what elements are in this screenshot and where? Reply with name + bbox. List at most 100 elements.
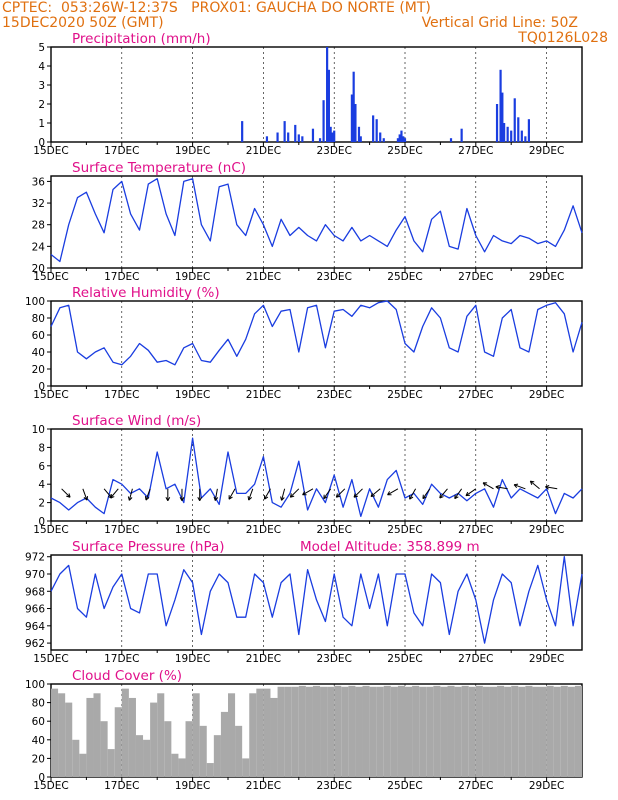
cloud-bar	[341, 686, 349, 777]
wind-arrow	[281, 488, 286, 501]
panel-3-ytick-label: 6	[38, 461, 45, 473]
cloud-bar	[376, 686, 384, 777]
cloud-bar	[461, 685, 469, 777]
precip-bar	[375, 119, 378, 142]
cloud-bar	[355, 686, 363, 777]
panel-1-xtick-label: 23DEC	[316, 271, 351, 283]
panel-2-ytick-label: 0	[38, 381, 45, 393]
wind-arrow-head	[387, 491, 392, 496]
wind-arrow-head	[66, 493, 71, 498]
panel-4-series-line	[50, 556, 583, 644]
wind-arrow	[264, 488, 271, 500]
precip-bar	[322, 100, 325, 142]
wind-arrow-head	[213, 496, 219, 501]
wind-arrow	[409, 488, 417, 500]
panel-4-xtick-label: 15DEC	[33, 653, 68, 665]
panel-2-xtick-label: 19DEC	[175, 389, 210, 401]
wind-arrow-head	[495, 484, 500, 490]
wind-arrow	[82, 488, 88, 501]
cloud-bar	[320, 686, 328, 777]
cloud-bar	[185, 721, 193, 777]
panel-1-ytick-label: 28	[32, 220, 45, 232]
panel-4-ytick-label: 968	[25, 586, 45, 598]
wind-arrow-head	[289, 493, 295, 498]
panel-0-ytick-label: 4	[38, 61, 45, 73]
cloud-bar	[454, 686, 462, 777]
panel-5-xtick-label: 23DEC	[316, 780, 351, 792]
precip-bar	[331, 132, 334, 142]
panel-4-xtick-label: 19DEC	[175, 653, 210, 665]
precip-bar	[350, 94, 353, 142]
cloud-bar	[164, 721, 172, 777]
panel-3-xtick-label: 23DEC	[316, 524, 351, 536]
panel-4-xtick-label: 27DEC	[458, 653, 493, 665]
wind-arrow-head	[465, 491, 471, 497]
header-line2-left: 15DEC2020 50Z (GMT)	[2, 15, 164, 31]
precip-bar	[354, 104, 357, 142]
cloud-bar	[419, 686, 427, 777]
cloud-bar	[199, 725, 207, 777]
cloud-bar	[213, 735, 221, 777]
cloud-bar	[114, 707, 122, 777]
header-line1: CPTEC: 053:26W-12:37S PROX01: GAUCHA DO …	[2, 0, 431, 16]
cloud-bar	[539, 686, 547, 777]
cloud-bar	[433, 685, 441, 777]
wind-arrow-head	[127, 496, 133, 501]
panel-3-xtick-label: 25DEC	[387, 524, 422, 536]
panel-1-xtick-label: 29DEC	[529, 271, 564, 283]
precip-bar	[499, 69, 502, 142]
cloud-bar	[298, 685, 306, 777]
precip-bar	[400, 130, 403, 142]
panel-0-xtick-label: 23DEC	[316, 145, 351, 157]
wind-arrow-head	[323, 494, 328, 500]
panel-3-series-line	[50, 437, 583, 518]
wind-arrow-head	[197, 497, 203, 502]
cloud-bar	[242, 758, 250, 777]
wind-arrow-head	[353, 493, 359, 498]
precip-bar	[527, 119, 530, 142]
panel-3-ytick-label: 0	[38, 516, 45, 528]
panel-1-ytick-label: 36	[32, 176, 46, 188]
cloud-bar	[497, 685, 505, 777]
panel-3-xtick-label: 17DEC	[104, 524, 139, 536]
panel-0-xtick-label: 29DEC	[529, 145, 564, 157]
panel-4-ytick-label: 970	[25, 569, 45, 581]
precip-bar	[524, 136, 527, 142]
precip-bar	[318, 138, 322, 142]
wind-arrow	[513, 484, 526, 490]
cloud-bar	[312, 685, 321, 777]
cloud-bar	[135, 735, 144, 777]
panel-3-frame	[50, 428, 583, 522]
wind-arrow	[465, 488, 477, 497]
wind-arrow-head	[302, 491, 307, 496]
panel-3-ytick-label: 2	[38, 498, 45, 510]
panel-0-ytick-label: 2	[38, 99, 45, 111]
wind-arrow-head	[179, 497, 185, 502]
panel-3-xtick-label: 19DEC	[175, 524, 210, 536]
panel-4-ytick-label: 964	[25, 621, 45, 633]
panel-5-ytick-label: 100	[25, 679, 45, 691]
cloud-bar	[383, 685, 391, 777]
cloud-bar	[532, 686, 540, 777]
precip-bar	[402, 136, 405, 142]
precip-bar	[517, 117, 520, 142]
cloud-bar	[426, 686, 434, 777]
cloud-bar	[412, 685, 420, 777]
precip-bar	[449, 138, 453, 142]
wind-arrow-head	[513, 483, 519, 489]
cloud-bar	[150, 702, 158, 777]
wind-arrow	[145, 488, 151, 501]
cloud-bar	[143, 739, 151, 777]
panel-1-xtick-label: 25DEC	[387, 271, 422, 283]
cloud-bar	[228, 693, 236, 777]
wind-arrow	[214, 488, 218, 501]
wind-arrow-head	[165, 497, 171, 502]
panel-1-xtick-label: 27DEC	[458, 271, 493, 283]
wind-arrow	[439, 488, 448, 499]
precip-bar	[241, 121, 244, 142]
panel-1-series-line	[50, 178, 583, 263]
precip-bar	[382, 138, 385, 142]
panel-5-xtick-label: 29DEC	[529, 780, 564, 792]
wind-arrow-head	[529, 480, 535, 485]
precip-bar	[510, 130, 513, 142]
